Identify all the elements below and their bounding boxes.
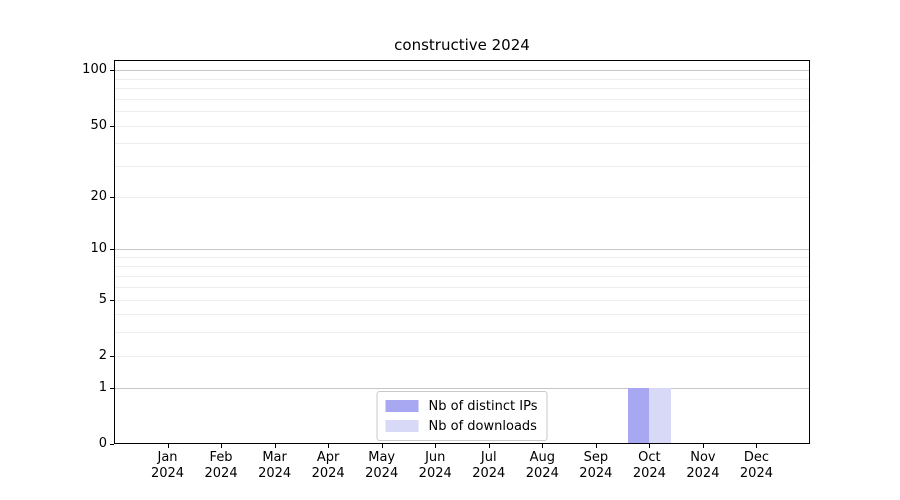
y-tick-label: 100 xyxy=(82,61,107,77)
x-tick-label: Nov 2024 xyxy=(671,450,735,482)
gridline-minor xyxy=(114,356,810,358)
x-tick xyxy=(167,444,169,448)
x-tick xyxy=(328,444,330,448)
x-tick-year: 2024 xyxy=(579,466,613,481)
x-tick-label: Sep 2024 xyxy=(564,450,628,482)
x-tick-year: 2024 xyxy=(739,466,773,481)
y-tick xyxy=(110,69,114,71)
plot-area xyxy=(114,60,810,444)
legend-item: Nb of downloads xyxy=(385,417,538,435)
gridline-major xyxy=(114,249,810,251)
x-tick-year: 2024 xyxy=(258,466,292,481)
legend-swatch-series-0 xyxy=(385,400,419,412)
x-tick-label: Jan 2024 xyxy=(136,450,200,482)
gridline-major xyxy=(114,69,810,71)
x-tick-label: Oct 2024 xyxy=(617,450,681,482)
x-tick-year: 2024 xyxy=(311,466,345,481)
gridline-major xyxy=(114,388,810,390)
x-tick-month: May xyxy=(368,450,396,465)
y-tick xyxy=(110,197,114,199)
x-tick-month: Dec xyxy=(743,450,770,465)
x-tick-year: 2024 xyxy=(150,466,185,481)
gridline-minor xyxy=(114,197,810,199)
legend-item: Nb of distinct IPs xyxy=(385,397,538,415)
y-tick-label: 0 xyxy=(98,436,107,451)
x-tick-year: 2024 xyxy=(686,466,720,481)
y-tick xyxy=(110,300,114,302)
x-tick xyxy=(702,444,704,448)
legend-swatch-series-1 xyxy=(385,420,419,432)
x-tick-month: Jan xyxy=(157,450,178,465)
x-tick xyxy=(381,444,383,448)
y-tick xyxy=(110,388,114,390)
y-tick-label: 50 xyxy=(90,118,107,134)
bar-series-1 xyxy=(649,388,671,444)
x-tick-year: 2024 xyxy=(365,466,399,481)
x-tick xyxy=(756,444,758,448)
legend-label: Nb of distinct IPs xyxy=(428,398,538,414)
x-tick-label: Feb 2024 xyxy=(189,450,253,482)
x-tick-year: 2024 xyxy=(418,466,452,481)
y-tick xyxy=(110,249,114,251)
x-tick xyxy=(221,444,223,448)
gridline-minor xyxy=(114,126,810,128)
x-tick xyxy=(435,444,437,448)
y-tick-label: 5 xyxy=(98,292,107,308)
x-tick-month: Sep xyxy=(583,450,609,465)
gridline-minor xyxy=(114,88,810,90)
x-tick-month: Mar xyxy=(262,450,287,465)
legend-label: Nb of downloads xyxy=(428,418,537,434)
x-tick xyxy=(488,444,490,448)
x-tick-month: Apr xyxy=(316,450,340,465)
bar-series-0 xyxy=(627,388,650,444)
chart-title: constructive 2024 xyxy=(394,36,530,54)
x-tick-label: Mar 2024 xyxy=(243,450,307,482)
x-tick-month: Nov xyxy=(690,450,716,465)
x-tick-year: 2024 xyxy=(204,466,238,481)
x-tick-label: Jun 2024 xyxy=(403,450,467,482)
gridline-minor xyxy=(114,78,810,80)
x-tick xyxy=(274,444,276,448)
x-tick-year: 2024 xyxy=(472,466,506,481)
x-tick xyxy=(542,444,544,448)
gridline-minor xyxy=(114,314,810,316)
x-tick-month: Oct xyxy=(638,450,661,465)
gridline-minor xyxy=(114,286,810,288)
gridline-minor xyxy=(114,275,810,277)
x-tick xyxy=(595,444,597,448)
y-tick-label: 20 xyxy=(90,189,107,205)
gridline-minor xyxy=(114,257,810,259)
x-tick-label: Dec 2024 xyxy=(724,450,788,482)
x-tick-month: Jun xyxy=(425,450,446,465)
legend: Nb of distinct IPs Nb of downloads xyxy=(376,391,548,441)
y-tick-label: 1 xyxy=(98,380,107,396)
y-tick xyxy=(110,444,114,445)
gridline-minor xyxy=(114,265,810,267)
y-tick-label: 2 xyxy=(98,348,107,364)
gridline-minor xyxy=(114,300,810,302)
x-tick-label: Apr 2024 xyxy=(296,450,360,482)
x-tick xyxy=(649,444,651,448)
y-tick xyxy=(110,356,114,358)
y-tick-label: 10 xyxy=(90,241,107,257)
x-tick-month: Aug xyxy=(529,450,555,465)
x-tick-month: Jul xyxy=(480,450,497,465)
gridline-minor xyxy=(114,98,810,100)
x-tick-label: May 2024 xyxy=(350,450,414,482)
x-tick-label: Jul 2024 xyxy=(457,450,521,482)
x-tick-month: Feb xyxy=(209,450,233,465)
y-tick xyxy=(110,126,114,128)
gridline-minor xyxy=(114,111,810,113)
gridline-minor xyxy=(114,165,810,167)
x-tick-label: Aug 2024 xyxy=(510,450,574,482)
x-tick-year: 2024 xyxy=(525,466,559,481)
gridline-minor xyxy=(114,331,810,333)
x-tick-year: 2024 xyxy=(632,466,666,481)
gridline-minor xyxy=(114,143,810,145)
